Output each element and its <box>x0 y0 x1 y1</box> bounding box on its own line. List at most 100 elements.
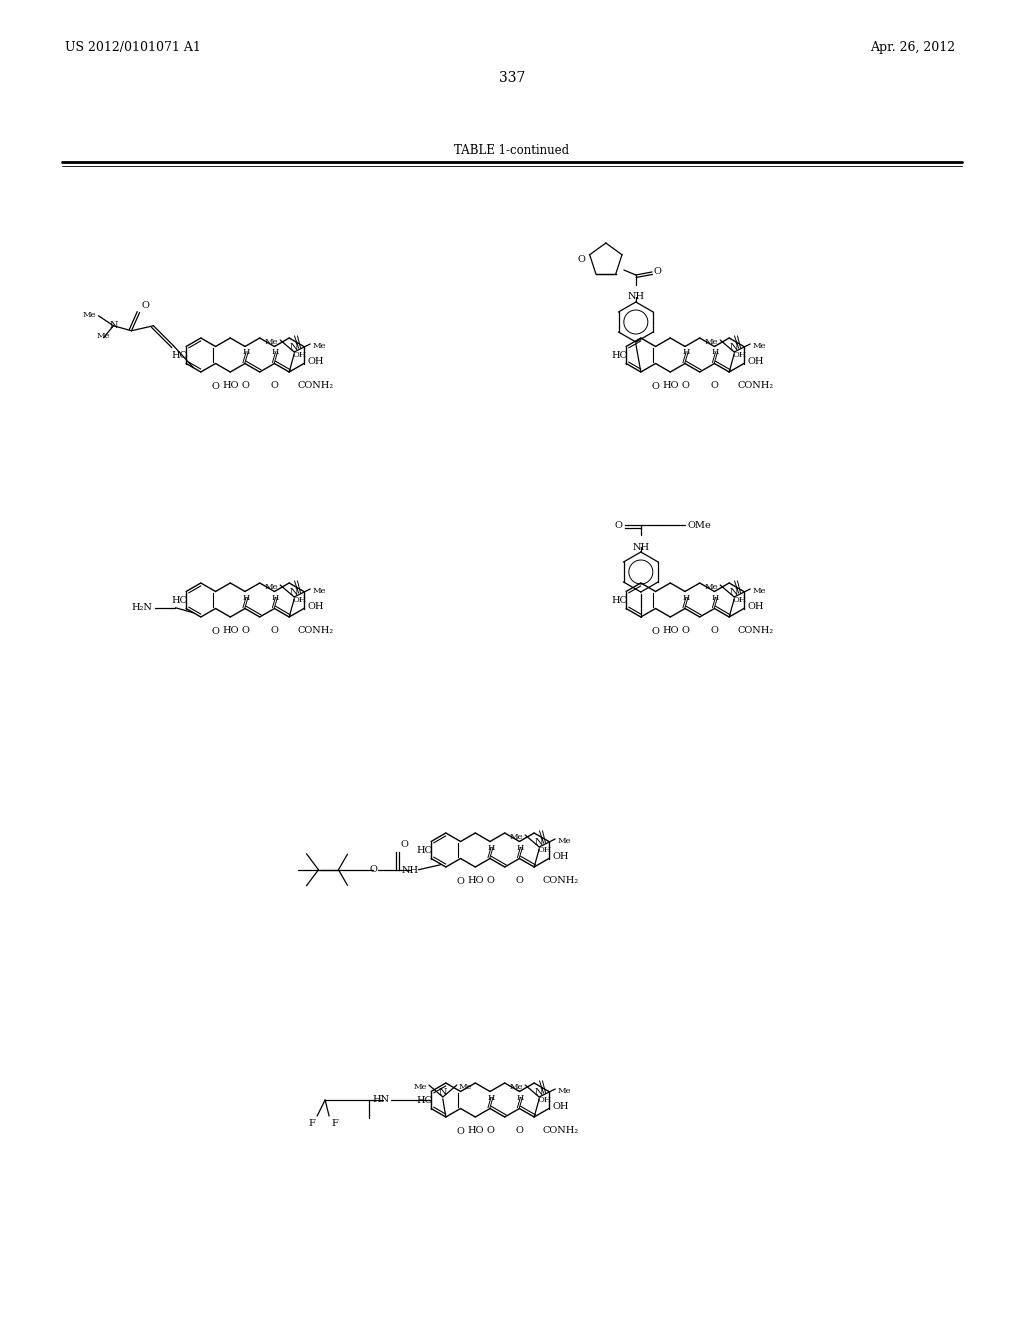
Text: OH: OH <box>293 351 306 359</box>
Text: Me: Me <box>753 342 766 350</box>
Text: O: O <box>615 520 623 529</box>
Text: Me: Me <box>753 587 766 595</box>
Text: O: O <box>578 256 586 264</box>
Text: N: N <box>110 321 118 330</box>
Text: N: N <box>438 1088 447 1097</box>
Text: NH: NH <box>632 543 649 552</box>
Text: Me: Me <box>414 1082 427 1092</box>
Text: OH: OH <box>308 602 325 611</box>
Text: HO: HO <box>222 381 239 389</box>
Text: OH: OH <box>732 597 746 605</box>
Text: O: O <box>654 268 662 276</box>
Text: O: O <box>270 626 279 635</box>
Text: N: N <box>290 587 298 597</box>
Text: H: H <box>271 594 280 602</box>
Text: HO: HO <box>171 597 187 606</box>
Text: Me: Me <box>96 331 111 339</box>
Text: O: O <box>241 381 249 389</box>
Text: HN: HN <box>372 1096 389 1105</box>
Text: HO: HO <box>611 597 628 606</box>
Text: O: O <box>270 381 279 389</box>
Text: Me: Me <box>312 342 326 350</box>
Text: CONH₂: CONH₂ <box>737 381 773 389</box>
Text: F: F <box>308 1119 315 1129</box>
Text: HO: HO <box>611 351 628 360</box>
Text: OH: OH <box>553 851 569 861</box>
Text: H: H <box>243 348 250 356</box>
Text: Me: Me <box>312 587 326 595</box>
Text: Me: Me <box>510 833 523 841</box>
Text: O: O <box>457 1127 465 1137</box>
Text: O: O <box>141 301 150 310</box>
Text: OH: OH <box>308 356 325 366</box>
Text: HO: HO <box>663 381 679 389</box>
Text: HO: HO <box>467 1126 483 1135</box>
Text: H: H <box>682 348 690 356</box>
Text: CONH₂: CONH₂ <box>297 381 333 389</box>
Text: HO: HO <box>416 846 432 855</box>
Text: O: O <box>515 876 523 884</box>
Text: Me: Me <box>459 1082 472 1092</box>
Text: Me: Me <box>510 1082 523 1092</box>
Text: 337: 337 <box>499 71 525 84</box>
Text: O: O <box>486 1126 494 1135</box>
Text: OH: OH <box>748 602 764 611</box>
Text: Me: Me <box>264 338 279 346</box>
Text: O: O <box>711 626 719 635</box>
Text: N: N <box>730 587 738 597</box>
Text: H: H <box>712 348 719 356</box>
Text: H: H <box>517 843 524 851</box>
Text: H: H <box>517 1093 524 1101</box>
Text: N: N <box>535 838 544 847</box>
Text: OH: OH <box>538 846 552 854</box>
Text: HO: HO <box>467 876 483 884</box>
Text: Me: Me <box>83 310 96 318</box>
Text: F: F <box>331 1119 338 1129</box>
Text: OH: OH <box>748 356 764 366</box>
Text: Me: Me <box>264 583 279 591</box>
Text: O: O <box>681 626 689 635</box>
Text: HO: HO <box>416 1096 432 1105</box>
Text: CONH₂: CONH₂ <box>542 1126 579 1135</box>
Text: Apr. 26, 2012: Apr. 26, 2012 <box>870 41 955 54</box>
Text: US 2012/0101071 A1: US 2012/0101071 A1 <box>65 41 201 54</box>
Text: O: O <box>711 381 719 389</box>
Text: O: O <box>241 626 249 635</box>
Text: N: N <box>535 1088 544 1097</box>
Text: H: H <box>682 594 690 602</box>
Text: O: O <box>370 865 378 874</box>
Text: O: O <box>212 627 219 636</box>
Text: HO: HO <box>663 626 679 635</box>
Text: CONH₂: CONH₂ <box>542 876 579 884</box>
Text: OMe: OMe <box>688 520 712 529</box>
Text: CONH₂: CONH₂ <box>297 626 333 635</box>
Text: N: N <box>730 343 738 352</box>
Text: OH: OH <box>732 351 746 359</box>
Text: OH: OH <box>538 1096 552 1104</box>
Text: H: H <box>712 594 719 602</box>
Text: CONH₂: CONH₂ <box>737 626 773 635</box>
Text: O: O <box>515 1126 523 1135</box>
Text: NH: NH <box>401 866 419 875</box>
Text: H: H <box>487 843 495 851</box>
Text: Me: Me <box>557 837 570 845</box>
Text: OH: OH <box>553 1102 569 1111</box>
Text: O: O <box>212 381 219 391</box>
Text: OH: OH <box>293 597 306 605</box>
Text: Me: Me <box>705 338 718 346</box>
Text: O: O <box>400 840 409 849</box>
Text: Me: Me <box>557 1086 570 1096</box>
Text: O: O <box>651 627 659 636</box>
Text: H: H <box>487 1093 495 1101</box>
Text: H: H <box>271 348 280 356</box>
Text: HO: HO <box>222 626 239 635</box>
Text: O: O <box>681 381 689 389</box>
Text: O: O <box>486 876 494 884</box>
Text: H: H <box>243 594 250 602</box>
Text: N: N <box>290 343 298 352</box>
Text: NH: NH <box>628 292 644 301</box>
Text: O: O <box>457 876 465 886</box>
Text: HO: HO <box>171 351 187 360</box>
Text: O: O <box>651 381 659 391</box>
Text: TABLE 1-continued: TABLE 1-continued <box>455 144 569 157</box>
